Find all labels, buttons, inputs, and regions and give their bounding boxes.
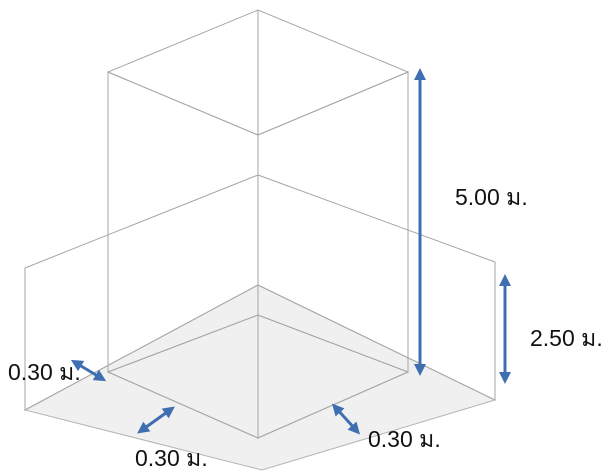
- thickness-left-label: 0.30 ม.: [8, 359, 81, 385]
- thickness-front-label: 0.30 ม.: [135, 445, 208, 471]
- height-main-label: 5.00 ม.: [455, 184, 528, 210]
- thickness-left-arrow: [70, 359, 107, 382]
- block-top-face: [106, 9, 410, 136]
- block-base: [106, 314, 410, 439]
- height-wall-label: 2.50 ม.: [530, 325, 603, 351]
- thickness-right-arrow: [331, 403, 361, 435]
- thickness-right-label: 0.30 ม.: [368, 426, 441, 452]
- thickness-front-arrow: [137, 406, 175, 434]
